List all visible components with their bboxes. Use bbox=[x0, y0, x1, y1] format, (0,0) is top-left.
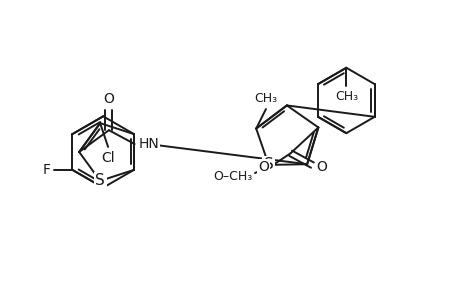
Text: O: O bbox=[316, 160, 326, 174]
Text: S: S bbox=[95, 173, 105, 188]
Text: O–CH₃: O–CH₃ bbox=[213, 169, 252, 182]
Text: Cl: Cl bbox=[101, 151, 115, 165]
Text: CH₃: CH₃ bbox=[334, 90, 357, 103]
Text: O: O bbox=[257, 160, 268, 174]
Text: O: O bbox=[103, 92, 114, 106]
Text: HN: HN bbox=[138, 137, 159, 151]
Text: F: F bbox=[42, 163, 50, 177]
Text: CH₃: CH₃ bbox=[254, 92, 277, 105]
Text: S: S bbox=[263, 158, 273, 172]
